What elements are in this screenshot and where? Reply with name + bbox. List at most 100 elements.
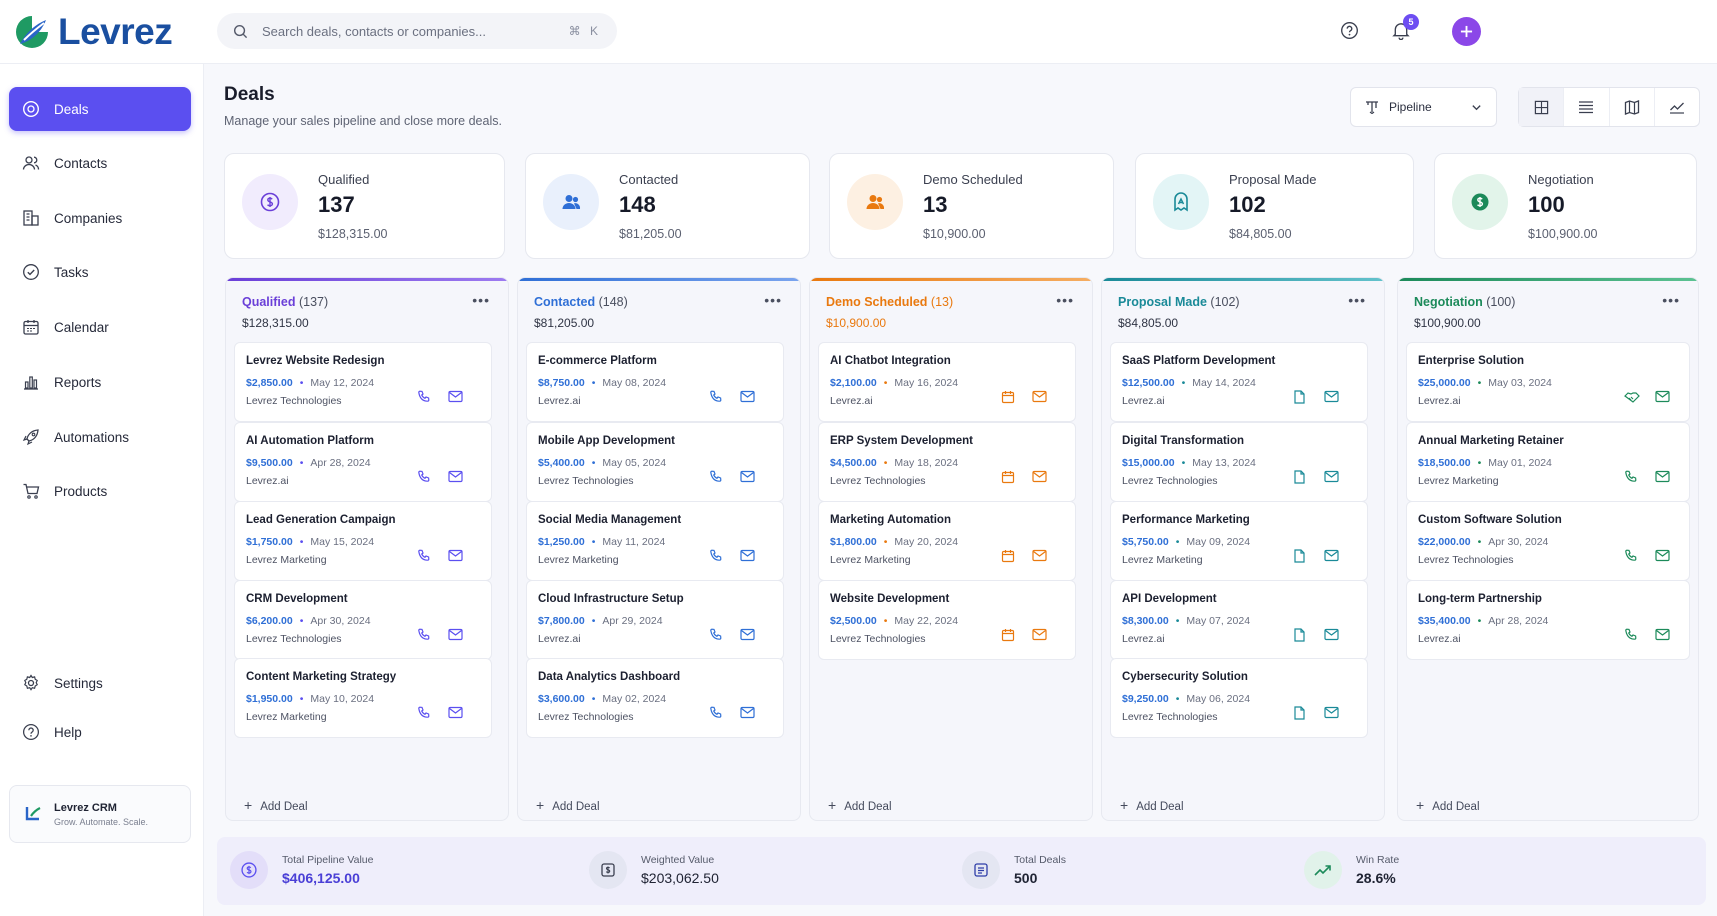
mail-icon[interactable] [1324, 470, 1339, 484]
mail-icon[interactable] [1655, 549, 1670, 563]
mail-icon[interactable] [740, 470, 755, 484]
mail-icon[interactable] [740, 390, 755, 404]
handshake-icon[interactable] [1624, 390, 1640, 404]
deal-card[interactable]: Lead Generation Campaign $1,750.00 • May 1… [234, 501, 492, 581]
mail-icon[interactable] [448, 706, 463, 720]
deal-card[interactable]: Levrez Website Redesign $2,850.00 • May 12… [234, 342, 492, 422]
mail-icon[interactable] [448, 390, 463, 404]
document-icon[interactable] [1293, 706, 1307, 720]
mail-icon[interactable] [1032, 390, 1047, 404]
deal-card[interactable]: Data Analytics Dashboard $3,600.00 • May 0… [526, 658, 784, 738]
deal-card[interactable]: Mobile App Development $5,400.00 • May 05,… [526, 422, 784, 502]
search-bar[interactable]: Search deals, contacts or companies... ⌘… [217, 13, 617, 49]
phone-icon[interactable] [1624, 470, 1638, 484]
stat-card-qualified[interactable]: Qualified 137 $128,315.00 [224, 153, 505, 259]
mail-icon[interactable] [1032, 549, 1047, 563]
sidebar-item-settings[interactable]: Settings [9, 661, 191, 705]
deal-card[interactable]: Annual Marketing Retainer $18,500.00 • May… [1406, 422, 1690, 502]
mail-icon[interactable] [448, 628, 463, 642]
sidebar-item-calendar[interactable]: Calendar [9, 305, 191, 349]
sidebar-item-contacts[interactable]: Contacts [9, 141, 191, 185]
map-view-button[interactable] [1610, 88, 1655, 126]
phone-icon[interactable] [709, 470, 723, 484]
phone-icon[interactable] [417, 549, 431, 563]
mail-icon[interactable] [1032, 628, 1047, 642]
phone-icon[interactable] [709, 706, 723, 720]
calendar-icon[interactable] [1001, 390, 1015, 404]
add-deal-button[interactable]: + Add Deal [1120, 797, 1184, 813]
calendar-icon[interactable] [1001, 628, 1015, 642]
document-icon[interactable] [1293, 470, 1307, 484]
create-button[interactable] [1452, 17, 1481, 46]
deal-card[interactable]: Custom Software Solution $22,000.00 • Apr … [1406, 501, 1690, 581]
sidebar-item-reports[interactable]: Reports [9, 360, 191, 404]
sidebar-item-help[interactable]: Help [9, 710, 191, 754]
mail-icon[interactable] [740, 706, 755, 720]
add-deal-button[interactable]: + Add Deal [1416, 797, 1480, 813]
sidebar-item-products[interactable]: Products [9, 469, 191, 513]
add-deal-button[interactable]: + Add Deal [536, 797, 600, 813]
brand-card[interactable]: Levrez CRM Grow. Automate. Scale. [9, 785, 191, 843]
document-icon[interactable] [1293, 390, 1307, 404]
stat-card-demo-scheduled[interactable]: Demo Scheduled 13 $10,900.00 [829, 153, 1114, 259]
add-deal-button[interactable]: + Add Deal [828, 797, 892, 813]
stat-card-contacted[interactable]: Contacted 148 $81,205.00 [525, 153, 810, 259]
phone-icon[interactable] [417, 390, 431, 404]
deal-card[interactable]: Marketing Automation $1,800.00 • May 20, 2… [818, 501, 1076, 581]
sidebar-item-deals[interactable]: Deals [9, 87, 191, 131]
column-more-icon[interactable]: ••• [764, 292, 782, 308]
mail-icon[interactable] [740, 549, 755, 563]
deal-card[interactable]: AI Automation Platform $9,500.00 • Apr 28,… [234, 422, 492, 502]
deal-card[interactable]: Cybersecurity Solution $9,250.00 • May 06,… [1110, 658, 1368, 738]
deal-card[interactable]: Content Marketing Strategy $1,950.00 • May… [234, 658, 492, 738]
sidebar-item-automations[interactable]: Automations [9, 415, 191, 459]
deal-card[interactable]: Digital Transformation $15,000.00 • May 13… [1110, 422, 1368, 502]
mail-icon[interactable] [1655, 470, 1670, 484]
list-view-button[interactable] [1564, 88, 1610, 126]
calendar-icon[interactable] [1001, 470, 1015, 484]
mail-icon[interactable] [1032, 470, 1047, 484]
mail-icon[interactable] [1324, 390, 1339, 404]
deal-card[interactable]: AI Chatbot Integration $2,100.00 • May 16,… [818, 342, 1076, 422]
column-more-icon[interactable]: ••• [1056, 292, 1074, 308]
sidebar-item-companies[interactable]: Companies [9, 196, 191, 240]
sidebar-item-tasks[interactable]: Tasks [9, 250, 191, 294]
app-logo[interactable]: Levrez [14, 13, 173, 50]
calendar-icon[interactable] [1001, 549, 1015, 563]
deal-card[interactable]: API Development $8,300.00 • May 07, 2024 L… [1110, 580, 1368, 660]
mail-icon[interactable] [1655, 390, 1670, 404]
mail-icon[interactable] [1324, 706, 1339, 720]
notifications-button[interactable]: 5 [1389, 14, 1419, 42]
column-more-icon[interactable]: ••• [1348, 292, 1366, 308]
phone-icon[interactable] [709, 390, 723, 404]
document-icon[interactable] [1293, 549, 1307, 563]
kanban-view-button[interactable] [1519, 88, 1565, 126]
phone-icon[interactable] [1624, 628, 1638, 642]
stat-card-proposal-made[interactable]: Proposal Made 102 $84,805.00 [1135, 153, 1414, 259]
deal-card[interactable]: Long-term Partnership $35,400.00 • Apr 28,… [1406, 580, 1690, 660]
deal-card[interactable]: Social Media Management $1,250.00 • May 11… [526, 501, 784, 581]
phone-icon[interactable] [417, 470, 431, 484]
phone-icon[interactable] [417, 628, 431, 642]
deal-card[interactable]: E-commerce Platform $8,750.00 • May 08, 20… [526, 342, 784, 422]
mail-icon[interactable] [448, 470, 463, 484]
phone-icon[interactable] [1624, 549, 1638, 563]
deal-card[interactable]: Performance Marketing $5,750.00 • May 09, … [1110, 501, 1368, 581]
deal-card[interactable]: Website Development $2,500.00 • May 22, 20… [818, 580, 1076, 660]
help-button[interactable] [1337, 18, 1361, 42]
deal-card[interactable]: Cloud Infrastructure Setup $7,800.00 • Apr… [526, 580, 784, 660]
deal-card[interactable]: Enterprise Solution $25,000.00 • May 03, 2… [1406, 342, 1690, 422]
document-icon[interactable] [1293, 628, 1307, 642]
deal-card[interactable]: ERP System Development $4,500.00 • May 18,… [818, 422, 1076, 502]
mail-icon[interactable] [740, 628, 755, 642]
phone-icon[interactable] [709, 549, 723, 563]
column-more-icon[interactable]: ••• [472, 292, 490, 308]
deal-card[interactable]: SaaS Platform Development $12,500.00 • May… [1110, 342, 1368, 422]
phone-icon[interactable] [709, 628, 723, 642]
stat-card-negotiation[interactable]: Negotiation 100 $100,900.00 [1434, 153, 1697, 259]
add-deal-button[interactable]: + Add Deal [244, 797, 308, 813]
mail-icon[interactable] [448, 549, 463, 563]
mail-icon[interactable] [1324, 628, 1339, 642]
search-input[interactable]: Search deals, contacts or companies... [262, 23, 487, 39]
pipeline-view-select[interactable]: Pipeline [1350, 87, 1497, 127]
